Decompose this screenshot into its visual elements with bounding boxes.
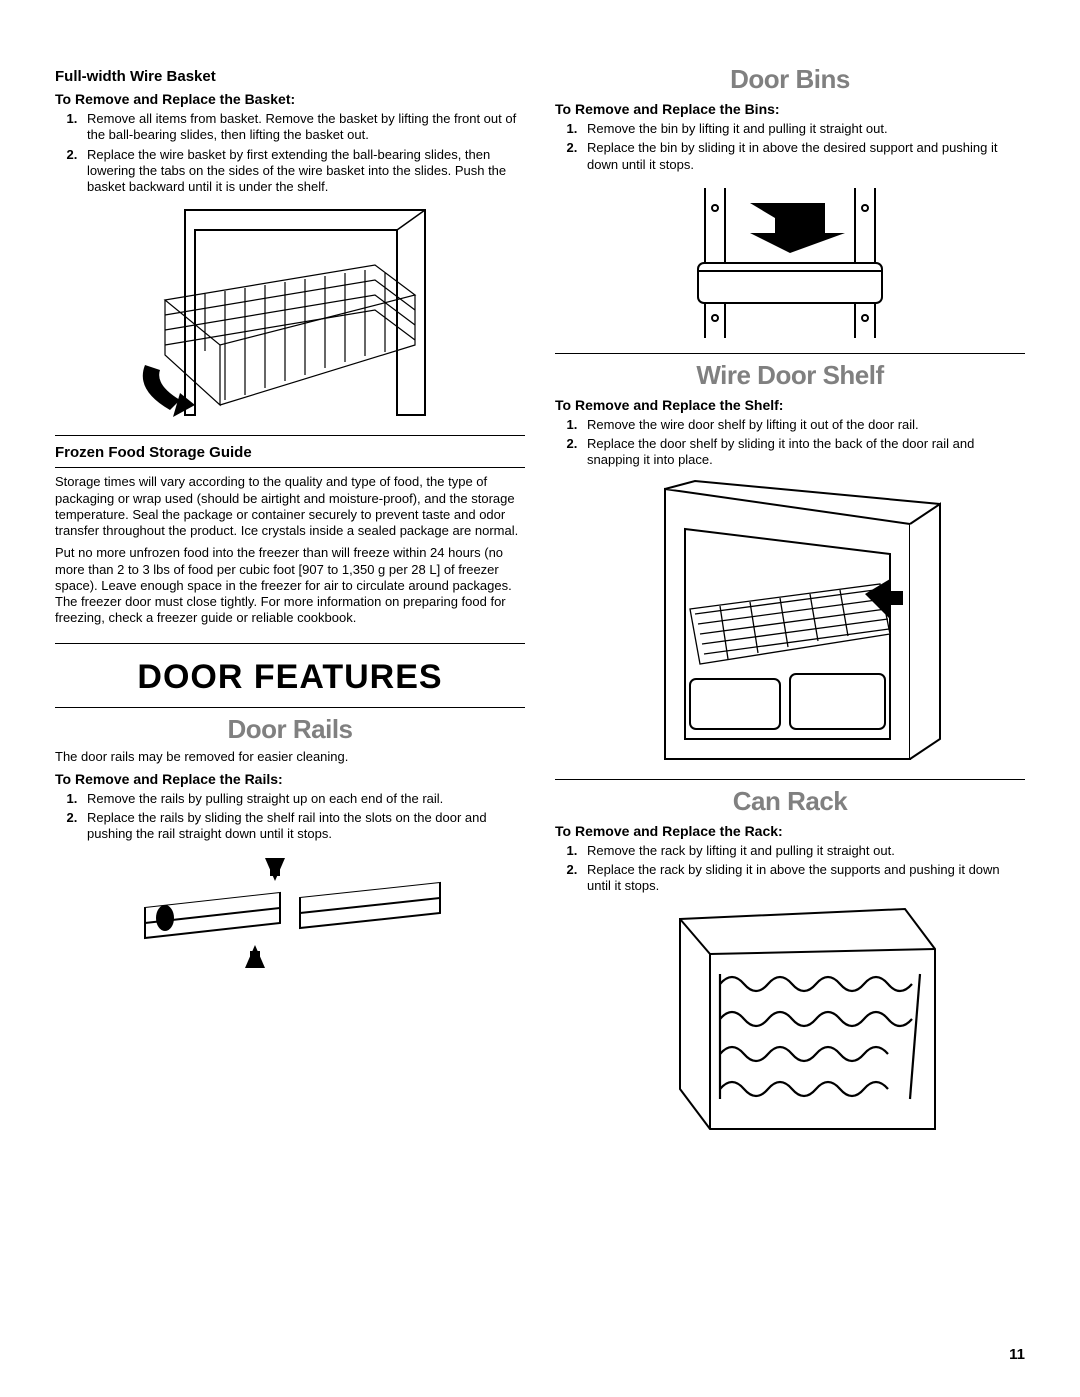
divider xyxy=(55,643,525,644)
door-features-title: DOOR FEATURES xyxy=(55,658,525,697)
list-item: Replace the rack by sliding it in above … xyxy=(581,862,1025,895)
frozen-p2: Put no more unfrozen food into the freez… xyxy=(55,545,525,626)
right-column: Door Bins To Remove and Replace the Bins… xyxy=(555,60,1025,1144)
left-column: Full-width Wire Basket To Remove and Rep… xyxy=(55,60,525,1144)
list-item: Replace the door shelf by sliding it int… xyxy=(581,436,1025,469)
frozen-heading: Frozen Food Storage Guide xyxy=(55,444,525,461)
door-bins-image xyxy=(555,183,1025,343)
list-item: Replace the wire basket by first extendi… xyxy=(81,147,525,196)
door-rails-steps: Remove the rails by pulling straight up … xyxy=(55,791,525,843)
page-number: 11 xyxy=(1009,1346,1025,1363)
divider xyxy=(555,779,1025,780)
basket-heading: Full-width Wire Basket xyxy=(55,68,525,85)
list-item: Remove the bin by lifting it and pulling… xyxy=(581,121,1025,137)
door-bins-title: Door Bins xyxy=(555,64,1025,95)
list-item: Remove the rails by pulling straight up … xyxy=(81,791,525,807)
door-rails-intro: The door rails may be removed for easier… xyxy=(55,749,525,765)
can-rack-title: Can Rack xyxy=(555,786,1025,817)
door-bins-steps: Remove the bin by lifting it and pulling… xyxy=(555,121,1025,173)
divider xyxy=(55,467,525,468)
list-item: Remove the wire door shelf by lifting it… xyxy=(581,417,1025,433)
door-bins-subheading: To Remove and Replace the Bins: xyxy=(555,101,1025,117)
basket-steps: Remove all items from basket. Remove the… xyxy=(55,111,525,195)
list-item: Replace the bin by sliding it in above t… xyxy=(581,140,1025,173)
frozen-p1: Storage times will vary according to the… xyxy=(55,474,525,539)
wire-shelf-title: Wire Door Shelf xyxy=(555,360,1025,391)
door-rails-subheading: To Remove and Replace the Rails: xyxy=(55,771,525,787)
can-rack-subheading: To Remove and Replace the Rack: xyxy=(555,823,1025,839)
basket-image xyxy=(55,205,525,425)
list-item: Replace the rails by sliding the shelf r… xyxy=(81,810,525,843)
basket-subheading: To Remove and Replace the Basket: xyxy=(55,91,525,107)
can-rack-image xyxy=(555,904,1025,1134)
can-rack-steps: Remove the rack by lifting it and pullin… xyxy=(555,843,1025,895)
door-rails-image xyxy=(55,853,525,973)
divider xyxy=(55,707,525,708)
door-rails-title: Door Rails xyxy=(55,714,525,745)
list-item: Remove all items from basket. Remove the… xyxy=(81,111,525,144)
wire-shelf-subheading: To Remove and Replace the Shelf: xyxy=(555,397,1025,413)
list-item: Remove the rack by lifting it and pullin… xyxy=(581,843,1025,859)
divider xyxy=(55,435,525,436)
wire-shelf-image xyxy=(555,479,1025,769)
wire-shelf-steps: Remove the wire door shelf by lifting it… xyxy=(555,417,1025,469)
divider xyxy=(555,353,1025,354)
